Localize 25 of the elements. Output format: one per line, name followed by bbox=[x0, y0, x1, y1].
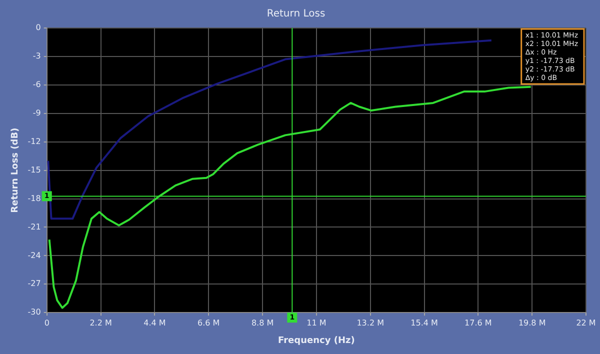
y-tick-label: -30 bbox=[28, 308, 41, 317]
x-tick-label: 11 M bbox=[306, 318, 326, 328]
chart-title: Return Loss bbox=[266, 8, 326, 20]
x-tick-label: 22 M bbox=[576, 318, 596, 328]
x-tick-label: 8.8 M bbox=[251, 318, 274, 328]
y-axis-title: Return Loss (dB) bbox=[10, 128, 21, 213]
x-tick-label: 2.2 M bbox=[90, 318, 112, 328]
y-tick-label: -24 bbox=[28, 250, 41, 260]
y-tick-label: -27 bbox=[28, 279, 41, 288]
x-tick-label: 15.4 M bbox=[410, 318, 438, 328]
x-axis-title: Frequency (Hz) bbox=[278, 336, 355, 346]
x-tick-label: 6.6 M bbox=[198, 318, 220, 328]
x-tick-label: 0 bbox=[44, 318, 50, 328]
x-tick-label: 19.8 M bbox=[518, 318, 546, 328]
y-tick-label: -3 bbox=[32, 52, 41, 61]
y-tick-label: -18 bbox=[28, 194, 41, 203]
y-tick-label: 0 bbox=[36, 23, 41, 32]
x-tick-label: 17.6 M bbox=[464, 318, 492, 328]
y-tick-label: -9 bbox=[32, 108, 41, 118]
y-tick-label: -21 bbox=[28, 222, 41, 232]
y-tick-label: -12 bbox=[28, 136, 41, 146]
x-tick-label: 4.4 M bbox=[144, 318, 166, 328]
y-tick-label: -6 bbox=[32, 80, 41, 89]
x-tick-label: 13.2 M bbox=[356, 318, 384, 328]
y-tick-label: -15 bbox=[28, 165, 41, 174]
